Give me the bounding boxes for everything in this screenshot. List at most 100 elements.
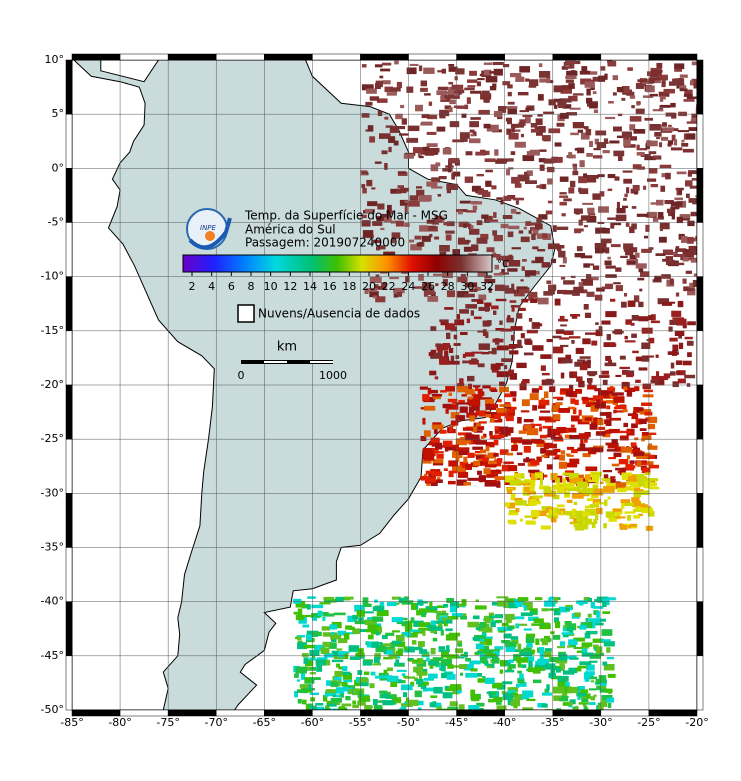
sst-pixel (550, 473, 558, 480)
sst-pixel (440, 321, 449, 326)
sst-pixel (684, 336, 693, 340)
sst-pixel (652, 109, 664, 112)
sst-pixel (632, 350, 639, 354)
sst-pixel (538, 63, 543, 68)
sst-pixel (299, 684, 311, 688)
sst-pixel (450, 412, 460, 419)
sst-pixel (387, 602, 397, 607)
sst-pixel (381, 62, 392, 66)
sst-pixel (606, 697, 615, 703)
sst-pixel (379, 690, 388, 694)
sst-pixel (586, 88, 591, 96)
sst-pixel (613, 150, 625, 157)
sst-pixel (634, 506, 644, 511)
sst-pixel (399, 133, 409, 136)
sst-pixel (559, 663, 565, 670)
sst-pixel (595, 329, 603, 337)
sst-pixel (499, 449, 509, 455)
sst-pixel (538, 647, 545, 654)
sst-pixel (539, 653, 544, 660)
sst-pixel (422, 652, 430, 657)
sst-pixel (624, 335, 628, 340)
sst-pixel (657, 298, 670, 305)
sst-pixel (481, 633, 486, 636)
sst-pixel (411, 602, 416, 610)
sst-pixel (573, 286, 584, 293)
sst-pixel (449, 347, 454, 354)
sst-pixel (553, 85, 563, 93)
sst-pixel (439, 357, 448, 364)
sst-pixel (578, 433, 589, 439)
lon-label: -25° (637, 716, 660, 729)
sst-pixel (511, 126, 515, 133)
sst-pixel (378, 672, 389, 677)
sst-pixel (562, 702, 572, 706)
sst-pixel (367, 125, 374, 132)
sst-pixel (469, 454, 481, 457)
sst-pixel (472, 205, 478, 210)
sst-pixel (690, 118, 697, 123)
sst-pixel (506, 405, 511, 409)
sst-pixel (307, 604, 311, 610)
sst-pixel (507, 101, 515, 105)
sst-pixel (294, 691, 299, 698)
sst-pixel (338, 677, 342, 684)
sst-pixel (548, 672, 556, 679)
sst-pixel (454, 603, 465, 608)
sst-pixel (425, 625, 437, 628)
sst-pixel (638, 267, 644, 273)
sst-pixel (613, 409, 617, 414)
sst-pixel (532, 405, 538, 411)
sst-pixel (455, 402, 468, 405)
sst-pixel (493, 273, 504, 276)
sst-pixel (477, 678, 489, 683)
sst-pixel (553, 438, 564, 442)
sst-pixel (407, 125, 420, 132)
sst-pixel (505, 414, 511, 419)
sst-pixel (540, 525, 551, 530)
sst-pixel (527, 667, 538, 673)
sst-pixel (294, 673, 299, 678)
sst-pixel (377, 110, 383, 117)
sst-pixel (496, 345, 509, 351)
sst-pixel (490, 469, 502, 474)
sst-pixel (443, 604, 449, 608)
sst-pixel (537, 297, 549, 305)
sst-pixel (521, 266, 525, 271)
sst-pixel (456, 209, 468, 213)
sst-pixel (603, 486, 615, 493)
sst-pixel (641, 432, 649, 436)
sst-pixel (434, 376, 439, 380)
sst-pixel (313, 644, 326, 651)
sst-pixel (662, 127, 674, 132)
frame-border (65, 53, 704, 717)
sst-pixel (620, 255, 628, 259)
sst-pixel (498, 426, 509, 432)
sst-pixel (487, 452, 497, 459)
sst-pixel (676, 216, 683, 224)
sst-pixel (633, 295, 640, 303)
sst-pixel (416, 679, 424, 685)
sst-pixel (344, 632, 356, 635)
sst-pixel (594, 502, 605, 505)
sst-pixel (540, 622, 545, 626)
sst-pixel (458, 399, 465, 404)
sst-pixel (554, 454, 560, 458)
sst-pixel (422, 447, 435, 455)
sst-pixel (463, 456, 468, 463)
sst-pixel (626, 428, 635, 436)
sst-pixel (635, 108, 645, 114)
sst-pixel (469, 138, 481, 144)
lat-label: -5° (48, 216, 64, 229)
sst-pixel (375, 645, 386, 653)
frame-segment (215, 53, 265, 61)
sst-pixel (629, 523, 638, 527)
sst-pixel (420, 685, 427, 689)
sst-pixel (452, 451, 463, 458)
lon-label: -40° (493, 716, 516, 729)
sst-pixel (535, 223, 543, 230)
sst-pixel (305, 639, 312, 642)
sst-pixel (471, 695, 480, 702)
sst-pixel (641, 435, 652, 441)
sst-pixel (472, 385, 481, 388)
